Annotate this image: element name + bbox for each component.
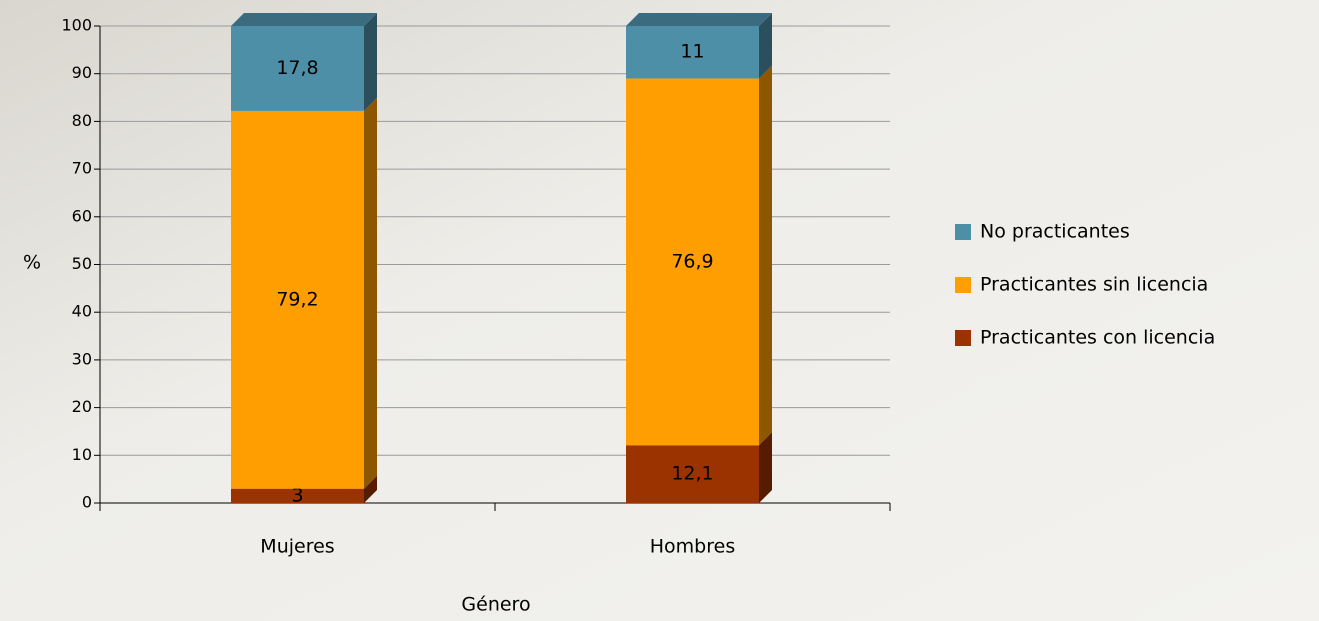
legend-label: Practicantes con licencia (980, 327, 1215, 349)
bar-side (364, 13, 377, 111)
y-tick-label: 10 (72, 445, 92, 464)
value-label: 79,2 (276, 288, 318, 310)
bar-segment (231, 26, 364, 111)
bar-top (626, 13, 772, 26)
legend-swatch (955, 224, 971, 240)
legend-swatch (955, 330, 971, 346)
y-tick-label: 80 (72, 111, 92, 130)
bar-side (364, 475, 377, 503)
y-tick-label: 40 (72, 302, 92, 321)
y-tick-label: 50 (72, 254, 92, 273)
bar-segment (626, 26, 759, 79)
value-label: 3 (291, 484, 303, 506)
bar-segment (626, 78, 759, 446)
value-label: 12,1 (671, 463, 713, 485)
bar-top (231, 13, 377, 26)
y-tick-label: 30 (72, 349, 92, 368)
bar-segment (626, 445, 759, 503)
x-tick-label: Mujeres (260, 536, 334, 558)
legend-swatch (955, 277, 971, 293)
y-tick-label: 70 (72, 159, 92, 178)
value-label: 76,9 (671, 250, 713, 272)
y-tick-label: 90 (72, 63, 92, 82)
bar-side (759, 13, 772, 79)
bar-side (759, 432, 772, 503)
legend-label: Practicantes sin licencia (980, 274, 1208, 296)
value-label: 17,8 (276, 57, 318, 79)
y-tick-label: 20 (72, 397, 92, 416)
y-axis-label: % (23, 252, 41, 274)
y-tick-label: 60 (72, 206, 92, 225)
bar-segment (231, 110, 364, 489)
x-tick-label: Hombres (650, 536, 735, 558)
value-label: 11 (680, 41, 704, 63)
bar-side (364, 97, 377, 489)
y-tick-label: 0 (82, 493, 92, 512)
y-tick-label: 100 (61, 16, 92, 35)
legend-label: No practicantes (980, 221, 1130, 243)
bar-side (759, 65, 772, 446)
x-axis-label: Género (461, 594, 530, 616)
bar-segment (231, 488, 364, 503)
